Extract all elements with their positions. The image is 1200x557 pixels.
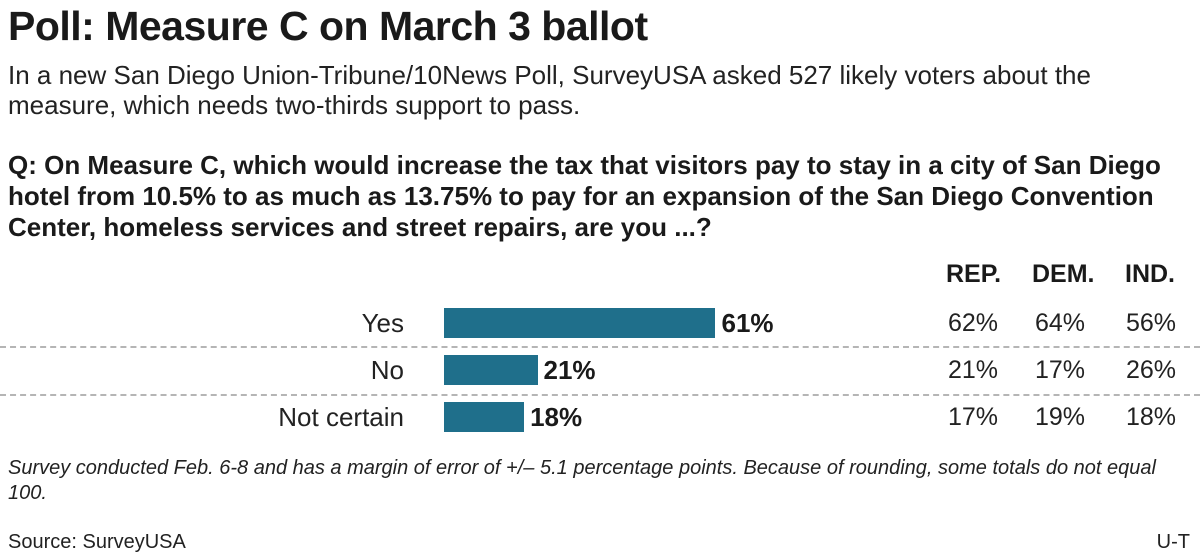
- row-label-yes: Yes: [361, 308, 404, 338]
- table-cell-no-rep: 21%: [947, 356, 999, 384]
- row-label-not-certain: Not certain: [278, 402, 404, 432]
- chart-title: Poll: Measure C on March 3 ballot: [8, 3, 648, 49]
- bar-value-label-yes: 61%: [721, 308, 774, 338]
- bar-not-certain: [444, 402, 525, 432]
- bar-value-label-not-certain: 18%: [530, 402, 583, 432]
- table-cell-not-certain-rep: 17%: [947, 403, 999, 431]
- row-divider: [0, 394, 1200, 396]
- bar-no: [444, 355, 538, 385]
- survey-note: Survey conducted Feb. 6-8 and has a marg…: [8, 457, 1156, 504]
- source-line: Source: SurveyUSA: [8, 531, 186, 553]
- credit-line: U-T: [1156, 531, 1190, 553]
- table-cell-yes-rep: 62%: [947, 309, 999, 337]
- table-cell-yes-dem: 64%: [1034, 309, 1086, 337]
- table-cell-yes-ind: 56%: [1125, 309, 1177, 337]
- table-cell-not-certain-ind: 18%: [1125, 403, 1177, 431]
- row-label-no: No: [370, 355, 404, 385]
- poll-question: Q: On Measure C, which would increase th…: [8, 150, 1161, 242]
- bar-yes: [444, 308, 716, 338]
- column-header-rep: REP.: [946, 260, 1002, 288]
- table-cell-no-ind: 26%: [1125, 356, 1177, 384]
- column-header-ind: IND.: [1125, 260, 1175, 288]
- row-divider: [0, 346, 1200, 348]
- table-cell-not-certain-dem: 19%: [1034, 403, 1086, 431]
- bar-value-label-no: 21%: [543, 355, 596, 385]
- column-header-dem: DEM.: [1032, 260, 1095, 288]
- table-cell-no-dem: 17%: [1034, 356, 1086, 384]
- chart-subtitle: In a new San Diego Union-Tribune/10News …: [8, 60, 1091, 120]
